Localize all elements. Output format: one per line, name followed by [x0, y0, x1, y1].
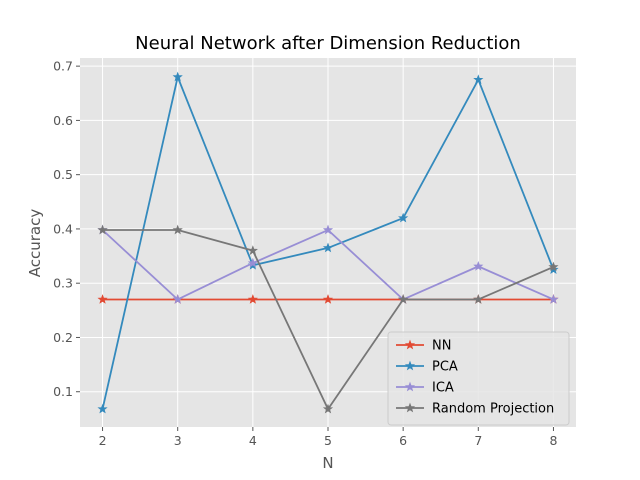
data-point-random-projection — [398, 294, 409, 304]
legend-label: NN — [432, 339, 451, 354]
y-tick-label: 0.4 — [53, 221, 73, 236]
data-point-ica — [172, 294, 183, 304]
series-layer — [97, 71, 559, 414]
data-point-random-projection — [473, 294, 484, 304]
x-tick-label: 2 — [99, 433, 107, 448]
legend-item-pca: PCA — [396, 360, 458, 375]
legend-marker — [404, 381, 416, 392]
data-point-ica — [473, 261, 484, 271]
legend-label: PCA — [432, 360, 458, 375]
data-point-nn — [97, 294, 108, 304]
x-tick-label: 5 — [324, 433, 332, 448]
y-axis-ticks: 0.1 0.2 0.3 0.4 0.5 0.6 0.7 — [53, 59, 80, 399]
legend-item-random-projection: Random Projection — [396, 402, 554, 417]
data-point-random-projection — [172, 224, 183, 235]
data-point-pca — [398, 212, 409, 223]
x-tick-label: 3 — [174, 433, 182, 448]
x-axis-label: N — [322, 454, 333, 472]
x-tick-label: 7 — [474, 433, 482, 448]
y-axis-label: Accuracy — [26, 209, 44, 278]
x-axis-ticks: 2 3 4 5 6 7 8 — [99, 427, 557, 448]
y-tick-label: 0.6 — [53, 113, 73, 128]
data-point-nn — [322, 294, 334, 304]
legend-marker — [404, 360, 416, 371]
legend-label: ICA — [432, 381, 454, 396]
x-tick-label: 6 — [399, 433, 407, 448]
data-point-pca — [172, 71, 183, 82]
data-point-pca — [97, 403, 108, 414]
y-tick-label: 0.2 — [53, 330, 73, 345]
data-point-ica — [322, 224, 334, 235]
data-point-nn — [247, 294, 258, 304]
data-point-random-projection — [548, 261, 559, 272]
series-pca — [97, 71, 559, 414]
data-point-random-projection — [97, 224, 108, 235]
legend-label: Random Projection — [432, 402, 554, 417]
legend-box — [387, 331, 570, 426]
series-random-projection — [97, 224, 559, 414]
data-point-ica — [548, 294, 559, 304]
data-point-random-projection — [247, 245, 258, 255]
data-point-pca — [473, 74, 484, 85]
legend-marker — [404, 402, 416, 413]
data-point-random-projection — [322, 403, 334, 414]
data-point-pca — [322, 242, 334, 253]
chart-title: Neural Network after Dimension Reduction — [135, 33, 521, 54]
y-tick-label: 0.1 — [53, 384, 73, 399]
y-tick-label: 0.5 — [53, 167, 73, 182]
series-ica — [97, 224, 559, 304]
legend-item-ica: ICA — [396, 381, 454, 396]
legend: NN PCA ICA Random Projection — [387, 331, 570, 426]
legend-marker — [404, 339, 416, 350]
data-point-ica — [247, 257, 258, 268]
y-tick-label: 0.7 — [53, 59, 73, 74]
y-tick-label: 0.3 — [53, 276, 73, 291]
legend-item-nn: NN — [396, 339, 451, 354]
x-tick-label: 4 — [249, 433, 257, 448]
x-tick-label: 8 — [549, 433, 557, 448]
